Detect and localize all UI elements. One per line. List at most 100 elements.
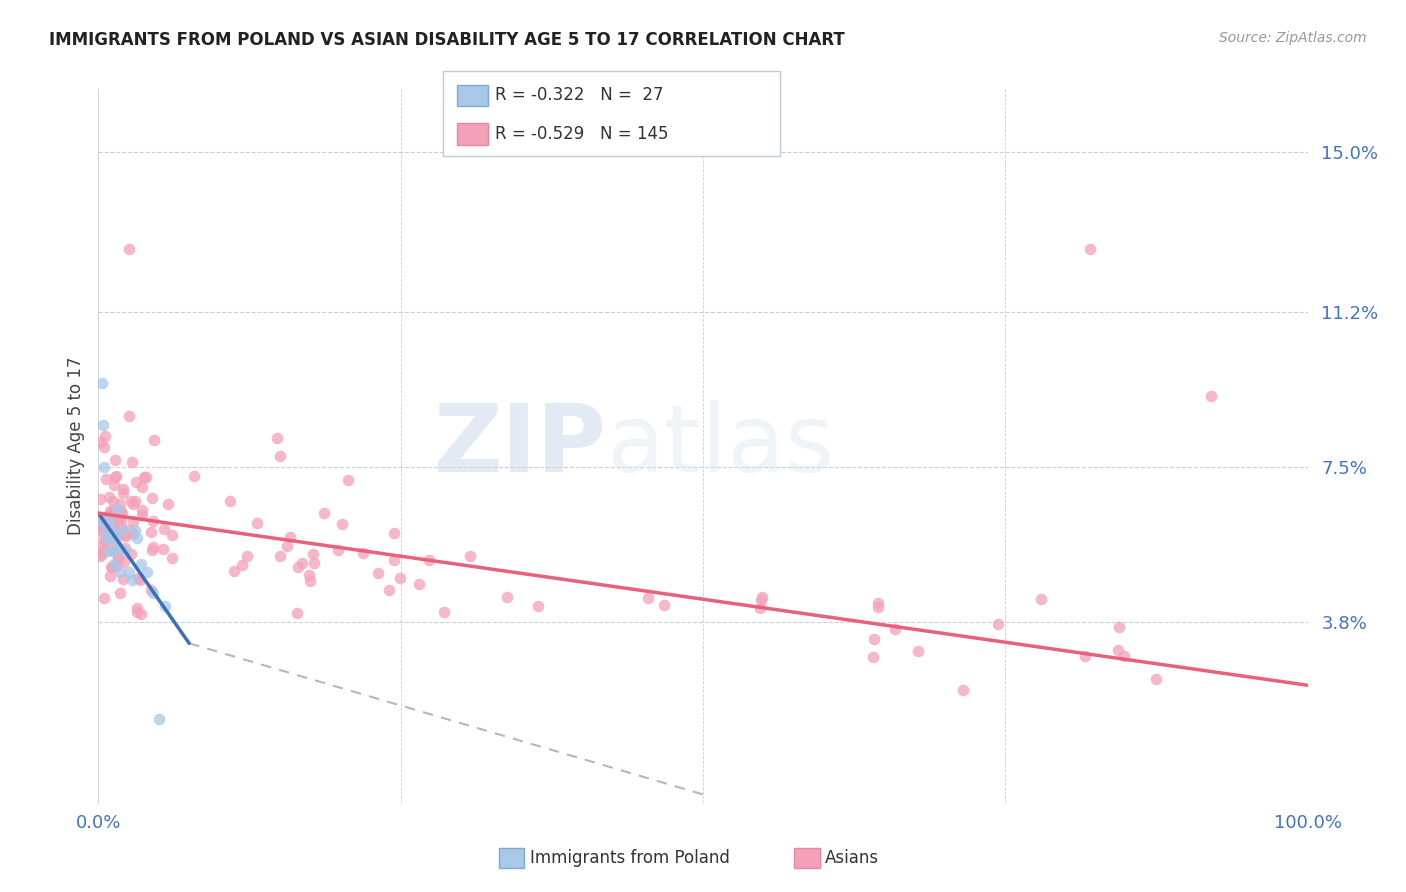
Point	[115, 528, 138, 542]
Point	[98, 504, 121, 518]
Point	[93, 428, 115, 442]
Point	[129, 557, 152, 571]
Text: IMMIGRANTS FROM POLAND VS ASIAN DISABILITY AGE 5 TO 17 CORRELATION CHART: IMMIGRANTS FROM POLAND VS ASIAN DISABILI…	[49, 31, 845, 49]
Point	[90, 538, 112, 552]
Point	[121, 455, 143, 469]
Point	[110, 586, 132, 600]
Point	[142, 586, 165, 600]
Text: R = -0.322   N =  27: R = -0.322 N = 27	[495, 87, 664, 104]
Point	[90, 435, 112, 450]
Point	[127, 532, 149, 546]
Point	[103, 515, 125, 529]
Point	[90, 512, 112, 526]
Point	[125, 605, 148, 619]
Point	[266, 432, 288, 446]
Point	[110, 512, 132, 526]
Point	[89, 549, 111, 563]
Point	[1108, 620, 1130, 634]
Point	[98, 490, 121, 504]
Point	[90, 515, 112, 529]
Point	[121, 574, 143, 588]
Text: Source: ZipAtlas.com: Source: ZipAtlas.com	[1219, 31, 1367, 45]
Point	[1199, 389, 1222, 403]
Text: atlas: atlas	[606, 400, 835, 492]
Point	[302, 547, 325, 561]
Point	[118, 409, 141, 424]
Point	[131, 607, 153, 621]
Point	[121, 514, 143, 528]
Point	[139, 524, 162, 539]
Point	[122, 497, 145, 511]
Point	[107, 540, 129, 554]
Point	[101, 560, 124, 574]
Point	[458, 549, 481, 564]
Point	[118, 565, 141, 579]
Point	[152, 522, 174, 536]
Point	[749, 593, 772, 607]
Point	[108, 565, 131, 579]
Point	[302, 556, 325, 570]
Point	[111, 507, 134, 521]
Point	[131, 508, 153, 522]
Point	[142, 541, 165, 555]
Point	[389, 571, 412, 585]
Point	[91, 376, 114, 390]
Point	[100, 532, 122, 546]
Point	[91, 521, 114, 535]
Point	[269, 549, 291, 563]
Point	[299, 574, 322, 588]
Point	[91, 543, 114, 558]
Point	[100, 523, 122, 537]
Point	[141, 543, 163, 558]
Point	[89, 491, 111, 506]
Point	[280, 530, 302, 544]
Point	[382, 553, 405, 567]
Point	[98, 569, 121, 583]
Point	[298, 567, 321, 582]
Point	[100, 560, 122, 574]
Point	[111, 523, 134, 537]
Point	[496, 590, 519, 604]
Text: R = -0.529   N = 145: R = -0.529 N = 145	[495, 125, 668, 143]
Point	[104, 524, 127, 539]
Text: Immigrants from Poland: Immigrants from Poland	[530, 849, 730, 867]
Point	[103, 557, 125, 571]
Point	[276, 539, 298, 553]
Point	[862, 650, 884, 665]
Point	[141, 491, 163, 505]
Point	[652, 599, 675, 613]
Point	[131, 502, 153, 516]
Point	[157, 496, 180, 510]
Point	[125, 600, 148, 615]
Point	[101, 494, 124, 508]
Point	[162, 551, 184, 566]
Point	[139, 583, 162, 598]
Point	[96, 540, 118, 554]
Point	[246, 516, 269, 530]
Point	[107, 549, 129, 563]
Point	[135, 470, 157, 484]
Point	[749, 600, 772, 615]
Point	[89, 517, 111, 532]
Point	[1112, 648, 1135, 663]
Point	[367, 566, 389, 580]
Point	[105, 513, 128, 527]
Point	[1078, 242, 1101, 256]
Point	[1107, 642, 1129, 657]
Point	[110, 504, 132, 518]
Point	[114, 544, 136, 558]
Point	[337, 473, 360, 487]
Point	[103, 543, 125, 558]
Point	[114, 529, 136, 543]
Point	[287, 560, 309, 574]
Point	[104, 558, 127, 573]
Point	[352, 546, 374, 560]
Point	[121, 527, 143, 541]
Point	[90, 524, 112, 538]
Point	[100, 506, 122, 520]
Point	[104, 537, 127, 551]
Point	[93, 440, 115, 454]
Point	[332, 516, 354, 531]
Point	[108, 527, 131, 541]
Point	[104, 532, 127, 546]
